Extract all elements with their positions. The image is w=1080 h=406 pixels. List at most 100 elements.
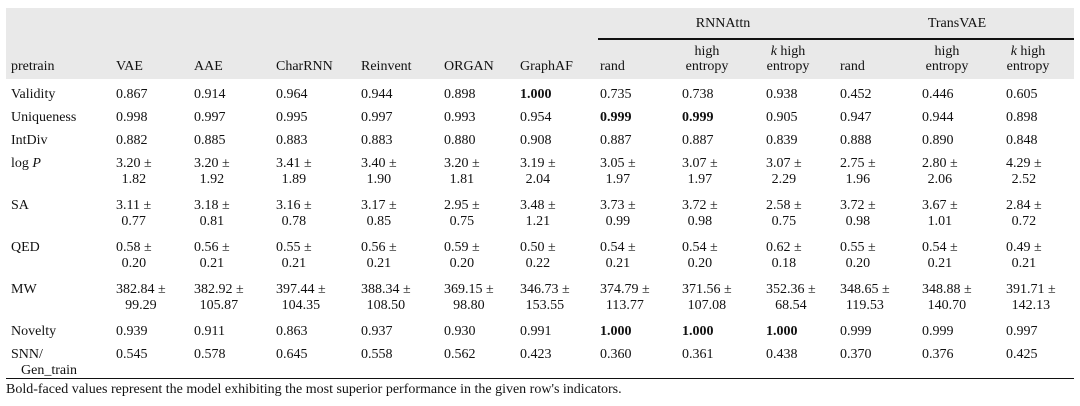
table-cell: 0.898 [1006, 110, 1038, 125]
table-cell: 0.888 [840, 133, 872, 148]
table-cell: 0.908 [520, 133, 552, 148]
table-cell: 391.71 ±142.13 [1006, 282, 1056, 313]
column-header: high entropy [925, 44, 969, 74]
table-cell: 0.939 [116, 324, 148, 339]
table-cell: 1.000 [766, 324, 798, 339]
table-cell: 0.964 [276, 87, 308, 102]
row-label: IntDiv [11, 133, 48, 148]
table-cell: 0.56 ±0.21 [194, 240, 230, 271]
table-cell: 0.947 [840, 110, 872, 125]
table-footnote: Bold-faced values represent the model ex… [6, 382, 622, 397]
table-cell: 397.44 ±104.35 [276, 282, 326, 313]
table-cell: 3.16 ±0.78 [276, 198, 312, 229]
table-cell: 3.67 ±1.01 [922, 198, 958, 229]
table-cell: 3.11 ±0.77 [116, 198, 152, 229]
table-cell: 0.58 ±0.20 [116, 240, 152, 271]
table-cell: 0.890 [922, 133, 954, 148]
table-cell: 0.911 [194, 324, 225, 339]
table-cell: 0.360 [600, 347, 632, 362]
row-label: log P [11, 156, 41, 171]
table-cell: 0.605 [1006, 87, 1038, 102]
table-cell: 0.423 [520, 347, 552, 362]
column-header: Reinvent [361, 59, 412, 74]
table-cell: 0.645 [276, 347, 308, 362]
table-cell: 0.930 [444, 324, 476, 339]
table-cell: 3.18 ±0.81 [194, 198, 230, 229]
table-cell: 0.55 ±0.21 [276, 240, 312, 271]
table-cell: 0.887 [682, 133, 714, 148]
table-cell: 0.938 [766, 87, 798, 102]
table-cell: 0.883 [361, 133, 393, 148]
table-cell: 0.880 [444, 133, 476, 148]
table-cell: 0.425 [1006, 347, 1038, 362]
table-cell: 1.000 [520, 87, 552, 102]
column-header: rand [840, 59, 865, 74]
column-header: rand [600, 59, 625, 74]
table-cell: 4.29 ±2.52 [1006, 156, 1042, 187]
table-cell: 0.545 [116, 347, 148, 362]
column-header: CharRNN [276, 59, 333, 74]
table-cell: 0.937 [361, 324, 393, 339]
table-cell: 0.452 [840, 87, 872, 102]
table-cell: 0.997 [194, 110, 226, 125]
table-cell: 3.20 ±1.92 [194, 156, 230, 187]
table-cell: 0.863 [276, 324, 308, 339]
table-cell: 3.19 ±2.04 [520, 156, 556, 187]
table-bottom-rule [6, 378, 1074, 379]
table-cell: 1.000 [600, 324, 632, 339]
table-cell: 0.883 [276, 133, 308, 148]
table-cell: 2.95 ±0.75 [444, 198, 480, 229]
table-cell: 2.84 ±0.72 [1006, 198, 1042, 229]
row-label: Uniqueness [11, 110, 77, 125]
table-cell: 371.56 ±107.08 [682, 282, 732, 313]
table-header: RNNAttn TransVAE pretrain VAE AAE CharRN… [6, 8, 1074, 79]
table-cell: 0.867 [116, 87, 148, 102]
table-cell: 388.34 ±108.50 [361, 282, 411, 313]
table-cell: 0.54 ±0.21 [922, 240, 958, 271]
row-label: SNN/Gen_train [11, 347, 77, 378]
table-cell: 0.944 [922, 110, 954, 125]
table-cell: 3.40 ±1.90 [361, 156, 397, 187]
table-cell: 2.80 ±2.06 [922, 156, 958, 187]
table-cell: 0.999 [840, 324, 872, 339]
table-cell: 0.898 [444, 87, 476, 102]
table-cell: 3.73 ±0.99 [600, 198, 636, 229]
table-cell: 374.79 ±113.77 [600, 282, 650, 313]
table-cell: 1.000 [682, 324, 714, 339]
group-rule-transvae [840, 38, 1074, 40]
table-cell: 0.54 ±0.21 [600, 240, 636, 271]
table-cell: 0.735 [600, 87, 632, 102]
table-cell: 0.54 ±0.20 [682, 240, 718, 271]
table-cell: 0.376 [922, 347, 954, 362]
table-cell: 348.65 ±119.53 [840, 282, 890, 313]
row-label: QED [11, 240, 40, 255]
table-cell: 3.07 ±2.29 [766, 156, 802, 187]
column-header: AAE [194, 59, 223, 74]
row-label: MW [11, 282, 37, 297]
table-cell: 0.446 [922, 87, 954, 102]
table-cell: 0.995 [276, 110, 308, 125]
table-cell: 0.991 [520, 324, 552, 339]
table-cell: 0.839 [766, 133, 798, 148]
row-label: Validity [11, 87, 56, 102]
table-cell: 0.954 [520, 110, 552, 125]
group-header-rnnattn: RNNAttn [695, 16, 751, 31]
column-header: GraphAF [520, 59, 573, 74]
table-cell: 0.558 [361, 347, 393, 362]
table-cell: 352.36 ±68.54 [766, 282, 816, 313]
table-cell: 382.84 ±99.29 [116, 282, 166, 313]
table-cell: 0.885 [194, 133, 226, 148]
table-cell: 0.905 [766, 110, 798, 125]
table-cell: 0.50 ±0.22 [520, 240, 556, 271]
table-cell: 0.55 ±0.20 [840, 240, 876, 271]
column-header: ORGAN [444, 59, 494, 74]
table-cell: 0.562 [444, 347, 476, 362]
table-cell: 3.07 ±1.97 [682, 156, 718, 187]
column-header: k high entropy [1006, 44, 1050, 74]
table-cell: 0.887 [600, 133, 632, 148]
table-cell: 0.999 [922, 324, 954, 339]
table-cell: 3.72 ±0.98 [682, 198, 718, 229]
group-rule-rnnattn [598, 38, 842, 40]
table-cell: 0.49 ±0.21 [1006, 240, 1042, 271]
results-table: RNNAttn TransVAE pretrain VAE AAE CharRN… [6, 8, 1074, 379]
